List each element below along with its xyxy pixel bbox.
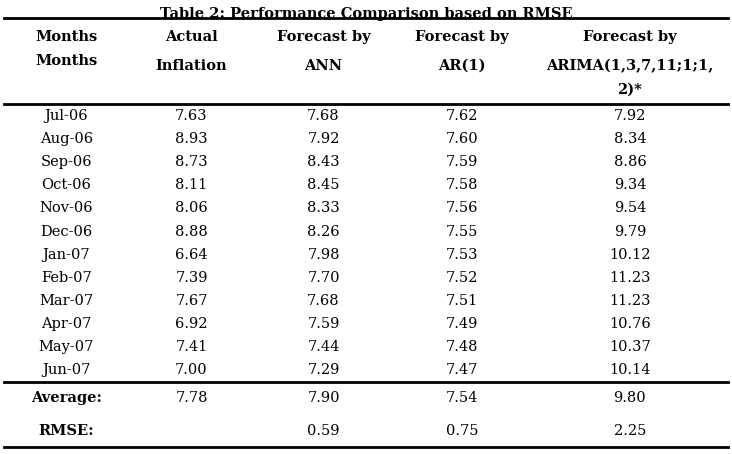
Text: ANN: ANN xyxy=(305,59,343,73)
Text: 7.63: 7.63 xyxy=(175,109,208,123)
Text: May-07: May-07 xyxy=(39,340,94,354)
Text: 7.41: 7.41 xyxy=(176,340,208,354)
Text: 8.45: 8.45 xyxy=(307,178,340,192)
Text: Average:: Average: xyxy=(31,391,102,405)
Text: Jul-06: Jul-06 xyxy=(45,109,88,123)
Text: 8.93: 8.93 xyxy=(175,132,208,146)
Text: 6.64: 6.64 xyxy=(175,248,208,262)
Text: 7.67: 7.67 xyxy=(175,294,208,308)
Text: 2)*: 2)* xyxy=(618,83,642,97)
Text: 7.49: 7.49 xyxy=(446,317,479,331)
Text: Months: Months xyxy=(35,30,97,44)
Text: 7.55: 7.55 xyxy=(446,225,479,238)
Text: 10.76: 10.76 xyxy=(609,317,651,331)
Text: 8.11: 8.11 xyxy=(176,178,208,192)
Text: Dec-06: Dec-06 xyxy=(40,225,92,238)
Text: Aug-06: Aug-06 xyxy=(40,132,93,146)
Text: 7.51: 7.51 xyxy=(446,294,478,308)
Text: 11.23: 11.23 xyxy=(609,271,651,285)
Text: 7.56: 7.56 xyxy=(446,202,479,216)
Text: Sep-06: Sep-06 xyxy=(40,155,92,169)
Text: 7.59: 7.59 xyxy=(307,317,340,331)
Text: Mar-07: Mar-07 xyxy=(40,294,94,308)
Text: 8.34: 8.34 xyxy=(613,132,646,146)
Text: 9.80: 9.80 xyxy=(613,391,646,405)
Text: ARIMA(1,3,7,11;1;1,: ARIMA(1,3,7,11;1;1, xyxy=(546,59,714,73)
Text: 8.88: 8.88 xyxy=(175,225,208,238)
Text: 8.33: 8.33 xyxy=(307,202,340,216)
Text: 7.62: 7.62 xyxy=(446,109,479,123)
Text: 8.86: 8.86 xyxy=(613,155,646,169)
Text: 7.90: 7.90 xyxy=(307,391,340,405)
Text: 8.73: 8.73 xyxy=(175,155,208,169)
Text: 7.59: 7.59 xyxy=(446,155,479,169)
Text: Jun-07: Jun-07 xyxy=(42,363,91,377)
Text: Feb-07: Feb-07 xyxy=(41,271,92,285)
Text: 9.54: 9.54 xyxy=(613,202,646,216)
Text: 10.12: 10.12 xyxy=(609,248,651,262)
Text: Apr-07: Apr-07 xyxy=(41,317,92,331)
Text: 8.26: 8.26 xyxy=(307,225,340,238)
Text: Forecast by: Forecast by xyxy=(583,30,677,44)
Text: Months: Months xyxy=(35,54,97,68)
Text: Jan-07: Jan-07 xyxy=(42,248,90,262)
Text: 8.06: 8.06 xyxy=(175,202,208,216)
Text: 7.70: 7.70 xyxy=(307,271,340,285)
Text: Forecast by: Forecast by xyxy=(415,30,509,44)
Text: 7.44: 7.44 xyxy=(307,340,340,354)
Text: Inflation: Inflation xyxy=(156,59,228,73)
Text: Oct-06: Oct-06 xyxy=(41,178,92,192)
Text: 7.52: 7.52 xyxy=(446,271,479,285)
Text: 9.34: 9.34 xyxy=(613,178,646,192)
Text: 7.60: 7.60 xyxy=(446,132,479,146)
Text: 9.79: 9.79 xyxy=(613,225,646,238)
Text: 0.75: 0.75 xyxy=(446,424,479,438)
Text: 11.23: 11.23 xyxy=(609,294,651,308)
Text: 7.00: 7.00 xyxy=(175,363,208,377)
Text: 7.92: 7.92 xyxy=(613,109,646,123)
Text: 7.53: 7.53 xyxy=(446,248,479,262)
Text: Table 2: Performance Comparison based on RMSE: Table 2: Performance Comparison based on… xyxy=(160,7,572,21)
Text: Actual: Actual xyxy=(165,30,218,44)
Text: AR(1): AR(1) xyxy=(438,59,486,73)
Text: 7.92: 7.92 xyxy=(307,132,340,146)
Text: 2.25: 2.25 xyxy=(613,424,646,438)
Text: 7.29: 7.29 xyxy=(307,363,340,377)
Text: 0.59: 0.59 xyxy=(307,424,340,438)
Text: 8.43: 8.43 xyxy=(307,155,340,169)
Text: RMSE:: RMSE: xyxy=(39,424,94,438)
Text: 10.37: 10.37 xyxy=(609,340,651,354)
Text: 7.68: 7.68 xyxy=(307,294,340,308)
Text: 6.92: 6.92 xyxy=(175,317,208,331)
Text: 7.39: 7.39 xyxy=(175,271,208,285)
Text: 7.58: 7.58 xyxy=(446,178,479,192)
Text: Nov-06: Nov-06 xyxy=(40,202,93,216)
Text: 7.98: 7.98 xyxy=(307,248,340,262)
Text: Forecast by: Forecast by xyxy=(277,30,370,44)
Text: 7.78: 7.78 xyxy=(175,391,208,405)
Text: 7.54: 7.54 xyxy=(446,391,479,405)
Text: 10.14: 10.14 xyxy=(609,363,651,377)
Text: 7.47: 7.47 xyxy=(446,363,479,377)
Text: 7.68: 7.68 xyxy=(307,109,340,123)
Text: 7.48: 7.48 xyxy=(446,340,479,354)
